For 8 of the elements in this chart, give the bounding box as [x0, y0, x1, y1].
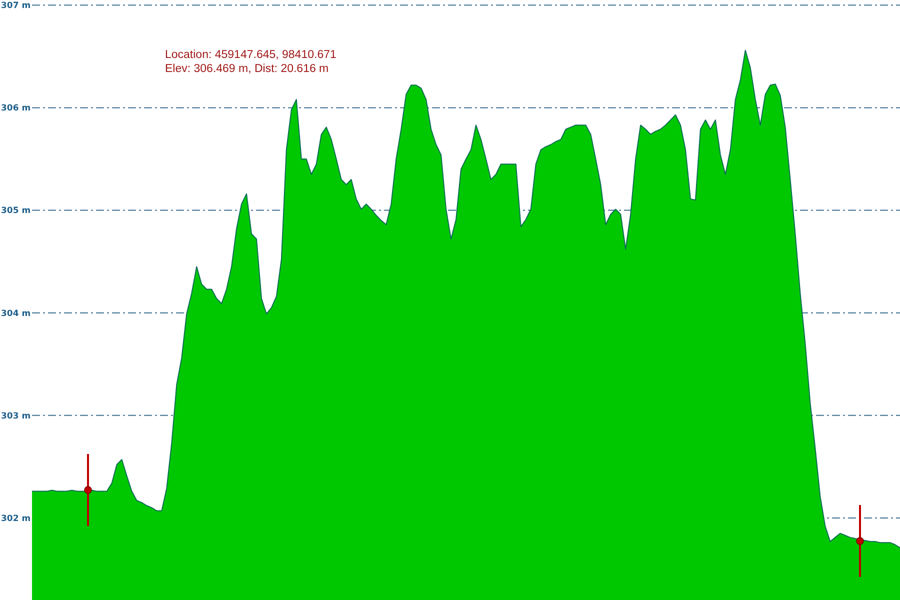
y-tick-label: 302 m [1, 514, 31, 524]
y-tick-label: 304 m [1, 308, 31, 319]
y-tick-label: 306 m [1, 104, 31, 114]
y-tick-label: 307 m [1, 1, 31, 12]
y-tick-label: 303 m [1, 411, 31, 422]
annotation: Elev: 306.469 m, Dist: 20.616 m [165, 63, 329, 75]
y-tick-label: 305 m [1, 206, 31, 216]
annotation: Location: 459147.645, 98410.671 [165, 49, 336, 61]
